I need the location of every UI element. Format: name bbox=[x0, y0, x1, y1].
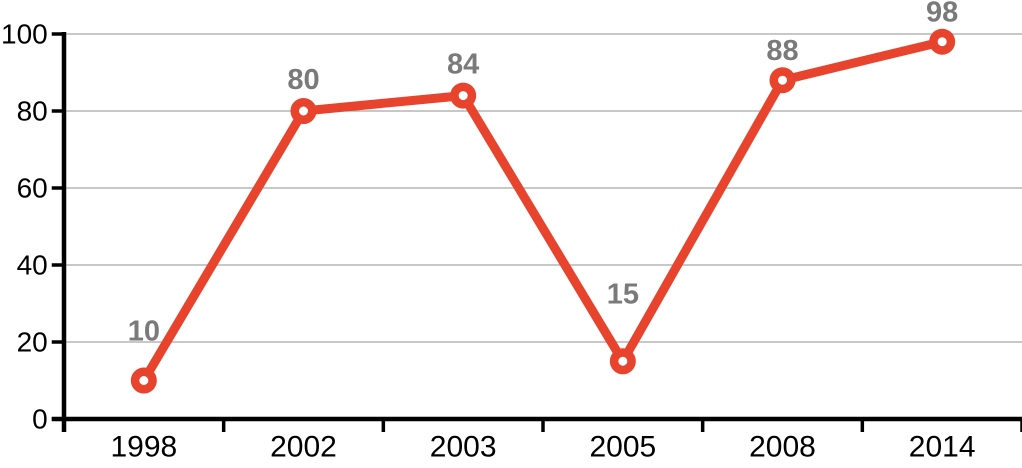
data-point-marker bbox=[130, 367, 157, 394]
data-point-label: 15 bbox=[607, 278, 639, 310]
x-tick-label: 2002 bbox=[270, 431, 337, 464]
data-point-marker bbox=[290, 98, 317, 124]
data-point-marker bbox=[769, 67, 796, 94]
x-tick-label: 2005 bbox=[589, 431, 656, 464]
x-tick-label: 2003 bbox=[430, 431, 497, 464]
x-tick-label: 1998 bbox=[110, 431, 177, 464]
y-tick-label: 20 bbox=[17, 327, 48, 358]
y-tick-label: 60 bbox=[17, 173, 48, 204]
data-point-label: 84 bbox=[447, 49, 479, 81]
data-point-label: 10 bbox=[128, 316, 160, 348]
data-point-marker bbox=[450, 82, 477, 109]
y-tick-label: 100 bbox=[1, 19, 48, 50]
y-tick-label: 40 bbox=[17, 250, 48, 281]
series-line bbox=[139, 37, 947, 385]
data-point-label: 80 bbox=[287, 64, 319, 96]
y-tick-label: 0 bbox=[32, 404, 48, 435]
y-tick-label: 80 bbox=[17, 96, 48, 127]
x-tick-label: 2008 bbox=[749, 431, 816, 464]
data-point-marker bbox=[609, 348, 636, 375]
data-point-label: 98 bbox=[926, 0, 958, 29]
data-point-label: 88 bbox=[766, 35, 798, 67]
data-point-marker bbox=[929, 28, 956, 55]
x-tick-label: 2014 bbox=[909, 431, 976, 464]
